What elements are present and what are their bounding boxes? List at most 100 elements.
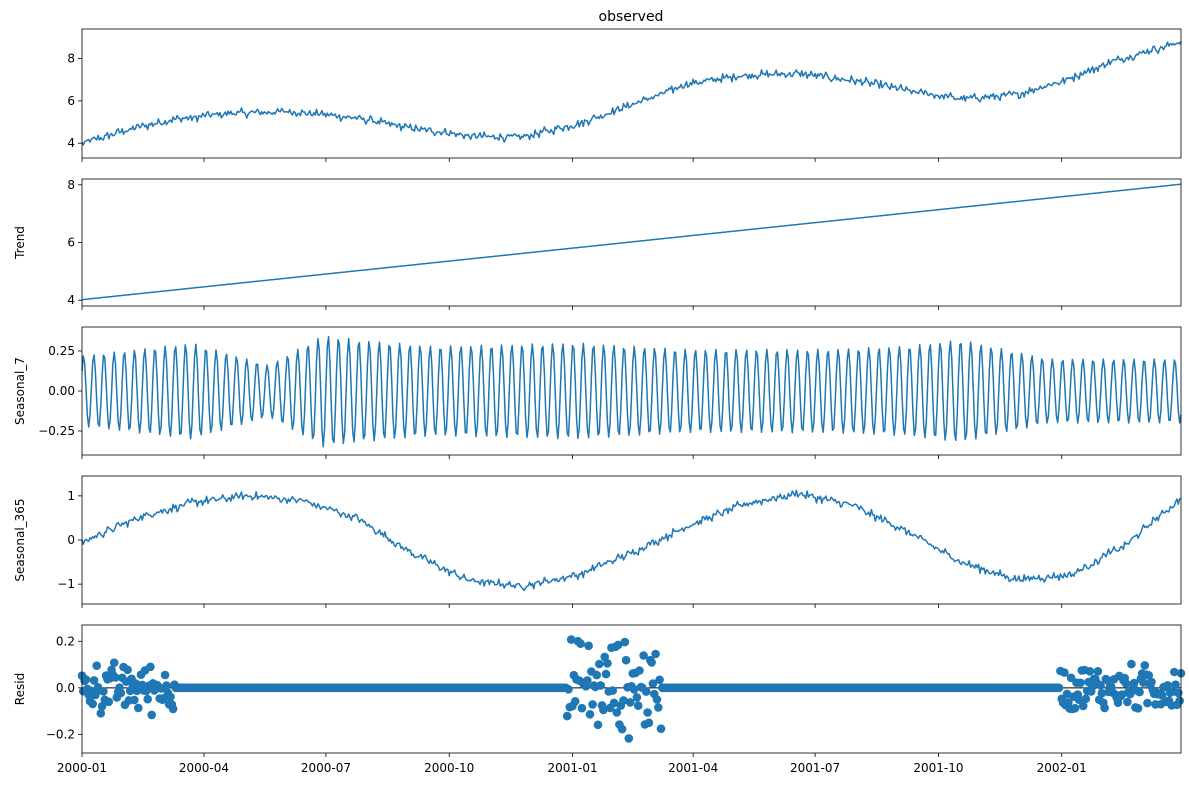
resid-point	[588, 700, 597, 709]
y-tick-label: −1	[57, 577, 75, 591]
y-axis-label: Resid	[13, 673, 27, 705]
resid-point	[104, 697, 114, 707]
resid-point	[96, 709, 106, 718]
resid-point	[617, 724, 627, 734]
resid-point	[577, 703, 587, 713]
x-tick-label: 2000-10	[424, 761, 474, 775]
y-axis-label: Seasonal_365	[13, 498, 27, 581]
x-tick-label: 2001-01	[547, 761, 597, 775]
y-tick-label: 6	[67, 94, 75, 108]
resid-point	[147, 710, 156, 720]
resid-point	[1175, 696, 1184, 706]
y-tick-label: 1	[67, 489, 75, 503]
resid-point	[1113, 698, 1123, 707]
resid-point	[146, 662, 155, 672]
resid-point	[613, 640, 623, 650]
x-axis: 2000-01 2000-04 2000-07 2000-10 2001-01 2001-…	[57, 761, 1087, 775]
resid-point	[624, 734, 634, 743]
resid-point	[592, 670, 601, 680]
resid-point	[1147, 677, 1156, 687]
resid-point	[562, 711, 572, 721]
resid-point	[1139, 678, 1148, 687]
resid-point	[608, 686, 617, 695]
resid-point	[1140, 661, 1150, 670]
resid-point	[1060, 668, 1069, 677]
resid-point	[644, 718, 654, 728]
resid-point	[166, 692, 175, 702]
resid-point	[162, 681, 171, 690]
resid-point	[621, 655, 631, 665]
resid-point	[1097, 688, 1107, 698]
resid-point	[97, 702, 107, 711]
x-tick-label: 2000-04	[179, 761, 229, 775]
resid-point	[92, 661, 101, 670]
resid-point	[111, 673, 120, 682]
resid-point	[1096, 681, 1105, 690]
y-tick-label: 0.2	[56, 634, 75, 648]
resid-point	[620, 637, 630, 647]
y-tick-label: −0.2	[46, 727, 75, 741]
y-tick-label: 0.0	[56, 681, 75, 695]
x-tick-label: 2002-01	[1037, 761, 1087, 775]
resid-point	[1143, 698, 1152, 708]
y-tick-label: 8	[67, 178, 75, 192]
resid-point	[585, 710, 595, 719]
resid-point	[576, 639, 585, 648]
resid-point	[81, 675, 91, 684]
resid-point	[1171, 680, 1180, 689]
series-line	[81, 40, 1182, 146]
resid-point	[109, 658, 119, 667]
y-axis-label: Seasonal_7	[13, 357, 27, 425]
resid-point	[130, 695, 139, 705]
resid-point	[1093, 667, 1103, 676]
seasonal-365-panel: 1 0 −1 Seasonal_365	[13, 475, 1182, 608]
resid-point	[625, 698, 635, 707]
resid-point	[1076, 678, 1085, 688]
y-tick-label: 4	[67, 293, 75, 307]
resid-point	[88, 699, 97, 709]
resid-point	[1174, 688, 1183, 698]
resid-point	[1103, 675, 1112, 685]
resid-point	[116, 688, 126, 698]
resid-point	[1081, 694, 1091, 704]
resid-point	[595, 659, 604, 669]
y-tick-label: 8	[67, 52, 75, 66]
resid-point	[603, 659, 612, 668]
trend-panel: 4 6 8 Trend	[13, 178, 1182, 310]
resid-point	[639, 651, 648, 660]
resid-point	[1129, 678, 1139, 688]
resid-point	[632, 693, 642, 702]
resid-point	[601, 669, 611, 679]
resid-point	[619, 696, 628, 705]
resid-point	[652, 695, 662, 704]
y-axis-label: Trend	[13, 226, 27, 260]
resid-point	[1123, 697, 1132, 707]
y-tick-label: 0.00	[48, 384, 75, 398]
resid-point	[593, 720, 603, 730]
axes-frame	[81, 475, 1182, 605]
resid-point	[648, 679, 658, 688]
resid-point	[641, 687, 651, 696]
observed-panel: 4 6 8	[67, 28, 1182, 162]
resid-point	[1170, 667, 1179, 677]
series-line	[81, 183, 1182, 301]
resid-point	[655, 675, 664, 685]
resid-point	[570, 697, 580, 706]
resid-point	[596, 681, 605, 690]
resid-point	[143, 694, 152, 704]
x-tick-label: 2001-07	[790, 761, 840, 775]
seasonal-7-panel: 0.25 0.00 −0.25 Seasonal_7	[13, 326, 1182, 459]
resid-panel: 0.2 0.0 −0.2 Resid	[13, 624, 1186, 757]
resid-point	[612, 708, 622, 717]
resid-point	[584, 641, 593, 651]
resid-point	[1074, 695, 1084, 705]
axes-frame	[81, 326, 1182, 456]
x-tick-label: 2001-04	[668, 761, 718, 775]
resid-point	[1133, 704, 1143, 713]
resid-point	[1117, 690, 1127, 699]
resid-point	[1157, 691, 1167, 700]
resid-point	[123, 665, 132, 675]
resid-point	[564, 685, 573, 694]
resid-point	[1070, 703, 1080, 713]
resid-point	[1062, 689, 1072, 699]
